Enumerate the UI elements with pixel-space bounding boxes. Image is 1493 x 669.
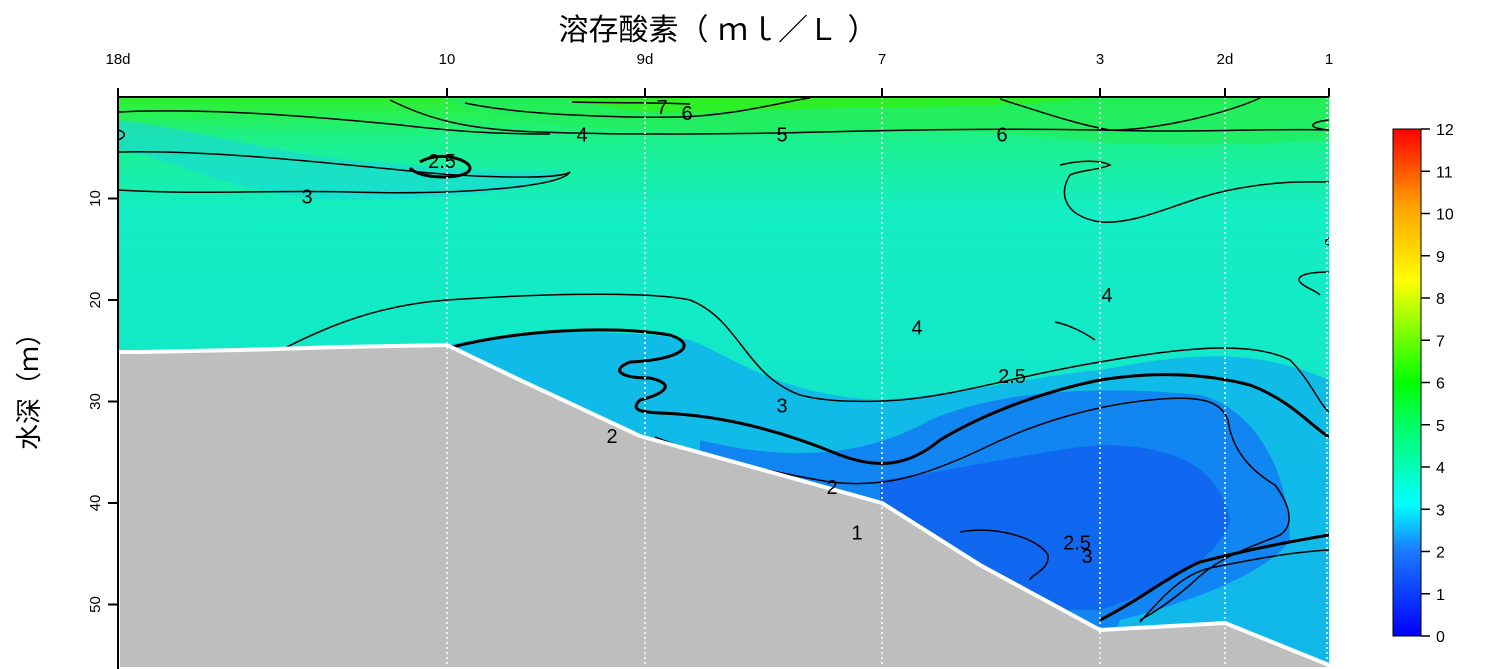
contour-line-4-right-arc bbox=[1298, 271, 1329, 296]
contour-label-2: 2 bbox=[606, 426, 617, 448]
colorbar-label-12: 12 bbox=[1436, 122, 1454, 139]
colorbar-label-6: 6 bbox=[1436, 376, 1445, 393]
contour-label-4: 4 bbox=[1101, 285, 1112, 307]
colorbar-label-4: 4 bbox=[1436, 460, 1445, 477]
contour-line-2 bbox=[654, 397, 1290, 621]
top-axis: 18d 10 9d 7 3 2d 1 bbox=[105, 51, 1333, 97]
station-label-2d: 2d bbox=[1217, 51, 1234, 68]
station-label-9d: 9d bbox=[637, 51, 654, 68]
contour-label-3: 3 bbox=[776, 396, 787, 418]
colorbar-label-10: 10 bbox=[1436, 207, 1454, 224]
station-label-10: 10 bbox=[439, 51, 456, 68]
station-label-7: 7 bbox=[878, 51, 886, 68]
surface-peak-zone bbox=[560, 97, 1100, 113]
contour-label-2.5: 2.5 bbox=[998, 366, 1026, 388]
colorbar-label-11: 11 bbox=[1436, 164, 1453, 181]
station-label-3: 3 bbox=[1096, 51, 1104, 68]
contour-line-6-top bbox=[464, 97, 811, 118]
contour-label-4: 4 bbox=[911, 317, 922, 339]
y-axis-label: 水深（ｍ） bbox=[15, 320, 45, 450]
seabed-terrain bbox=[118, 343, 1329, 669]
contour-line-5 bbox=[389, 99, 1329, 135]
contour-label-3: 3 bbox=[1081, 546, 1092, 568]
contour-label-3: 3 bbox=[301, 186, 312, 208]
mid-depth-zone bbox=[118, 120, 560, 200]
contour-line-7 bbox=[571, 101, 691, 105]
depth-label-50: 50 bbox=[87, 596, 104, 613]
contour-label-6: 6 bbox=[996, 125, 1007, 147]
contour-label-6: 6 bbox=[681, 103, 692, 125]
colorbar-label-2: 2 bbox=[1436, 545, 1445, 562]
contour-lines bbox=[118, 97, 1329, 623]
colorbar-label-7: 7 bbox=[1436, 333, 1445, 350]
colorbar-label-3: 3 bbox=[1436, 502, 1445, 519]
contour-line-2.5-upper bbox=[408, 155, 472, 179]
left-axis: 10 20 30 40 50 bbox=[87, 190, 118, 613]
depth-label-20: 20 bbox=[87, 292, 104, 309]
contour-line-4-small-loop bbox=[1054, 321, 1096, 341]
contour-line-6-right bbox=[999, 97, 1261, 131]
colorbar-label-5: 5 bbox=[1436, 418, 1445, 435]
depth-label-10: 10 bbox=[87, 190, 104, 207]
contour-line-left-edge bbox=[118, 129, 126, 141]
contour-label-7: 7 bbox=[656, 97, 667, 119]
contour-line-2.5-main bbox=[451, 328, 1329, 465]
contour-label-2.5: 2.5 bbox=[1063, 533, 1091, 555]
station-lines bbox=[446, 97, 1328, 669]
depth-label-30: 30 bbox=[87, 393, 104, 410]
contour-line-2.5-lower bbox=[1099, 533, 1329, 622]
colorbar-label-8: 8 bbox=[1436, 291, 1445, 308]
contour-line-4-right-tick bbox=[1324, 237, 1329, 246]
contour-label-2: 2 bbox=[826, 477, 837, 499]
contour-label-5: 5 bbox=[776, 125, 787, 147]
station-label-18d: 18d bbox=[105, 51, 130, 68]
colorbar-gradient bbox=[1392, 128, 1422, 637]
contour-label-4: 4 bbox=[576, 125, 587, 147]
contour-line-4-upper bbox=[118, 110, 551, 135]
contour-label-2.5: 2.5 bbox=[428, 151, 456, 173]
station-label-1: 1 bbox=[1325, 51, 1333, 68]
contour-line-4-right-loop bbox=[1059, 160, 1329, 223]
colorbar-label-1: 1 bbox=[1436, 587, 1445, 604]
colorbar-label-0: 0 bbox=[1436, 629, 1445, 646]
contour-line-4-right-edge bbox=[1312, 119, 1329, 131]
chart-title: 溶存酸素（ ｍｌ／Ｌ ） bbox=[558, 13, 877, 48]
contour-line-3-upper bbox=[118, 151, 571, 194]
contour-line-3-lower bbox=[284, 293, 1329, 413]
depth-label-40: 40 bbox=[87, 495, 104, 512]
contour-line-1 bbox=[959, 529, 1049, 581]
contour-line-3-bottom bbox=[1139, 549, 1329, 623]
colorbar-label-9: 9 bbox=[1436, 249, 1445, 266]
contour-label-1: 1 bbox=[851, 522, 862, 544]
